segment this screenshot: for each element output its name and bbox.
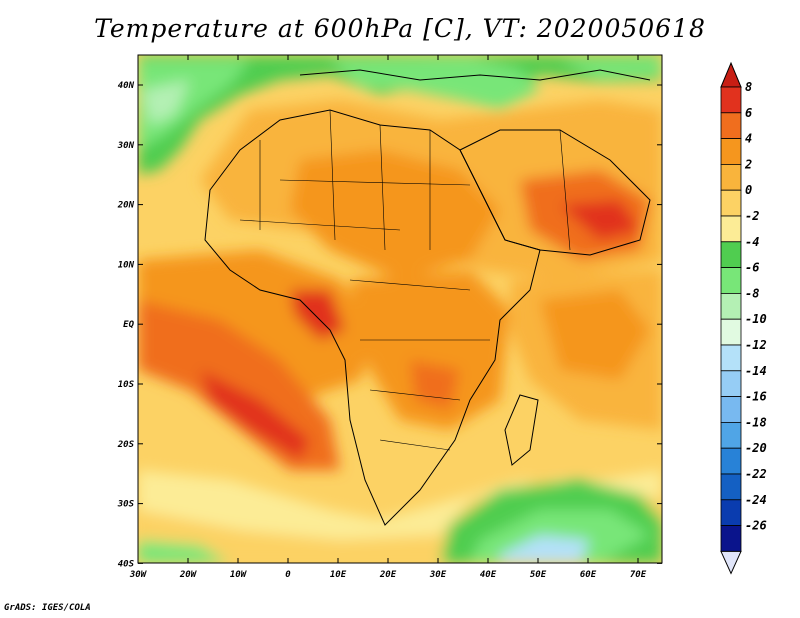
- lat-tick-label: EQ: [123, 320, 134, 330]
- colorbar-label: -24: [745, 493, 767, 507]
- lon-tick-label: 30W: [129, 570, 148, 580]
- axis-ticks: 30W 20W 10W 0 10E 20E 30E 40E 50E 60E 70E 40N 30N 20N…: [117, 55, 662, 580]
- colorbar-label: 8: [745, 80, 752, 94]
- colorbar-swatch: [720, 241, 742, 269]
- lat-tick-label: 30N: [117, 141, 135, 151]
- lat-tick-label: 20S: [117, 440, 135, 450]
- lat-tick-label: 20N: [117, 201, 135, 211]
- colorbar-swatch: [720, 344, 742, 372]
- lat-tick-label: 30S: [117, 500, 135, 510]
- colorbar-swatch: [720, 189, 742, 217]
- colorbar-label: 4: [745, 132, 752, 146]
- colorbar-top-cap: [720, 61, 742, 88]
- colorbar-swatch: [720, 447, 742, 475]
- colorbar-swatch: [720, 267, 742, 294]
- colorbar-swatch: [720, 112, 742, 140]
- colorbar-label: -26: [745, 519, 767, 533]
- lon-tick-label: 10E: [330, 570, 347, 580]
- lat-tick-label: 10N: [118, 260, 135, 270]
- credit-label: GrADS: IGES/COLA: [4, 603, 91, 613]
- colorbar-swatch: [720, 292, 742, 320]
- lat-tick-label: 40N: [118, 81, 135, 91]
- temperature-field: [138, 55, 662, 563]
- colorbar-label: -16: [745, 390, 767, 404]
- colorbar-swatch: [720, 421, 742, 449]
- lon-tick-label: 30E: [429, 570, 447, 580]
- colorbar-label: -2: [745, 209, 759, 223]
- lon-tick-label: 10W: [230, 570, 248, 580]
- map-frame: [137, 54, 663, 564]
- colorbar-label: -8: [745, 286, 759, 300]
- colorbar-label: -14: [745, 364, 767, 378]
- colorbar-label: -6: [745, 261, 759, 275]
- lon-tick-label: 60E: [580, 570, 597, 580]
- colorbar-swatch: [720, 163, 742, 191]
- colorbar-label: -4: [745, 235, 759, 249]
- country-borders: [239, 109, 571, 451]
- lon-tick-label: 20E: [379, 570, 397, 580]
- colorbar-swatch: [720, 318, 742, 346]
- coastlines: [204, 69, 651, 526]
- colorbar-swatch: [720, 396, 742, 423]
- colorbar-swatch: [720, 138, 742, 165]
- lat-tick-label: 40S: [118, 559, 135, 569]
- colorbar-label: -10: [745, 312, 767, 326]
- colorbar-swatch: [720, 86, 742, 114]
- colorbar-swatch: [720, 525, 742, 552]
- colorbar-swatch: [720, 215, 742, 243]
- colorbar: 8 6 4 2 0 -2 -4 -6 -8 -10 -12 -14 -16 -18 -20 -22 -24 -26: [720, 61, 767, 575]
- lat-tick-label: 10S: [118, 380, 135, 390]
- lon-tick-label: 0: [285, 570, 291, 580]
- colorbar-swatch: [720, 473, 742, 501]
- colorbar-label: -20: [745, 441, 767, 455]
- lon-tick-label: 50E: [530, 570, 547, 580]
- colorbar-label: -18: [745, 415, 767, 429]
- colorbar-swatch: [720, 499, 742, 526]
- colorbar-label: -22: [745, 467, 767, 481]
- lon-tick-label: 40E: [480, 570, 497, 580]
- colorbar-label: -12: [745, 338, 767, 352]
- map-title: Temperature at 600hPa [C], VT: 202005061…: [94, 14, 706, 43]
- colorbar-swatch: [720, 370, 742, 397]
- colorbar-label: 6: [745, 106, 752, 120]
- lon-tick-label: 70E: [630, 570, 647, 580]
- colorbar-label: 2: [744, 157, 752, 171]
- lon-tick-label: 20W: [179, 570, 198, 580]
- colorbar-bottom-cap: [720, 550, 742, 575]
- colorbar-label: 0: [745, 183, 752, 197]
